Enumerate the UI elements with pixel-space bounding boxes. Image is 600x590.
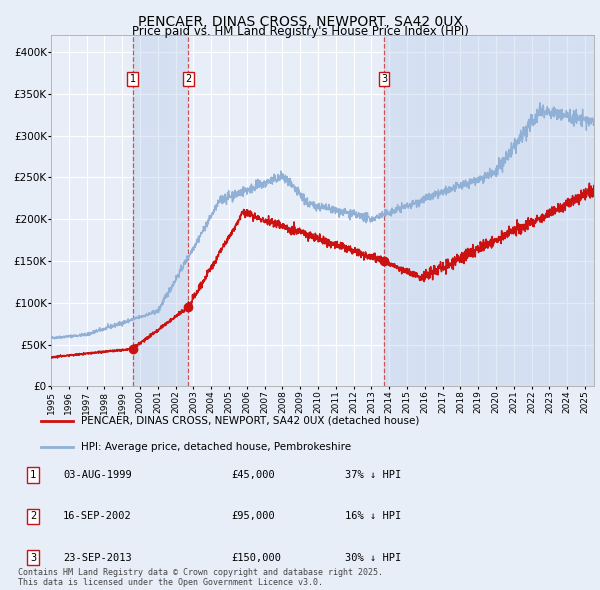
Text: 16-SEP-2002: 16-SEP-2002: [63, 512, 132, 521]
Text: £95,000: £95,000: [231, 512, 275, 521]
Text: 2: 2: [185, 74, 191, 84]
Text: 30% ↓ HPI: 30% ↓ HPI: [345, 553, 401, 562]
Bar: [384, 35, 594, 386]
Text: Price paid vs. HM Land Registry's House Price Index (HPI): Price paid vs. HM Land Registry's House …: [131, 25, 469, 38]
Text: PENCAER, DINAS CROSS, NEWPORT, SA42 0UX (detached house): PENCAER, DINAS CROSS, NEWPORT, SA42 0UX …: [82, 416, 419, 425]
Text: 1: 1: [130, 74, 136, 84]
Text: 1: 1: [30, 470, 36, 480]
Text: 2: 2: [30, 512, 36, 521]
Text: 23-SEP-2013: 23-SEP-2013: [63, 553, 132, 562]
Bar: [133, 35, 188, 386]
Text: £45,000: £45,000: [231, 470, 275, 480]
Text: 3: 3: [30, 553, 36, 562]
Text: £150,000: £150,000: [231, 553, 281, 562]
Text: PENCAER, DINAS CROSS, NEWPORT, SA42 0UX: PENCAER, DINAS CROSS, NEWPORT, SA42 0UX: [137, 15, 463, 29]
Text: 37% ↓ HPI: 37% ↓ HPI: [345, 470, 401, 480]
Text: 03-AUG-1999: 03-AUG-1999: [63, 470, 132, 480]
Text: HPI: Average price, detached house, Pembrokeshire: HPI: Average price, detached house, Pemb…: [82, 442, 352, 451]
Text: 16% ↓ HPI: 16% ↓ HPI: [345, 512, 401, 521]
Text: 3: 3: [381, 74, 388, 84]
Text: Contains HM Land Registry data © Crown copyright and database right 2025.
This d: Contains HM Land Registry data © Crown c…: [18, 568, 383, 587]
